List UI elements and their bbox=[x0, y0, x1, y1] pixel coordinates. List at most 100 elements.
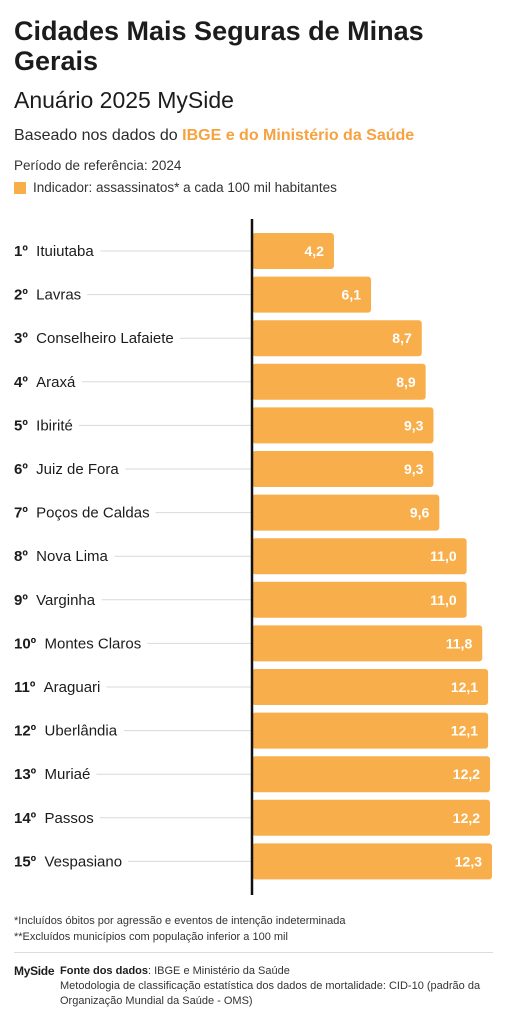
bar bbox=[252, 538, 467, 575]
category-label: 9º Varginha bbox=[14, 592, 96, 609]
data-source-highlight: IBGE e do Ministério da Saúde bbox=[182, 127, 415, 144]
data-label: 4,2 bbox=[304, 243, 324, 259]
reference-period: Período de referência: 2024 bbox=[14, 158, 182, 173]
category-label: 7º Poços de Caldas bbox=[14, 505, 150, 522]
bar bbox=[252, 799, 491, 836]
bar bbox=[252, 625, 483, 662]
label-background bbox=[12, 416, 79, 436]
data-label: 8,9 bbox=[396, 374, 416, 390]
brand-logo: MySide bbox=[14, 964, 55, 978]
category-label: 3º Conselheiro Lafaiete bbox=[14, 330, 174, 347]
rank-label: 8º bbox=[14, 548, 28, 565]
category-label: 15º Vespasiano bbox=[14, 853, 122, 870]
city-label: Montes Claros bbox=[36, 635, 141, 652]
rank-label: 2º bbox=[14, 287, 28, 304]
category-label: 11º Araguari bbox=[14, 679, 100, 696]
rank-label: 12º bbox=[14, 723, 37, 740]
city-label: Vespasiano bbox=[36, 853, 122, 870]
label-background bbox=[12, 329, 180, 349]
city-label: Poços de Caldas bbox=[28, 505, 150, 522]
bar bbox=[252, 363, 426, 400]
category-label: 2º Lavras bbox=[14, 287, 81, 304]
chart-subtitle: Anuário 2025 MySide bbox=[14, 87, 234, 113]
city-label: Juiz de Fora bbox=[28, 461, 120, 478]
rank-label: 5º bbox=[14, 417, 28, 434]
methodology-note: Metodologia de classificação estatística… bbox=[60, 980, 481, 1007]
label-background bbox=[12, 503, 156, 523]
data-label: 12,1 bbox=[451, 679, 478, 695]
city-label: Uberlândia bbox=[36, 723, 118, 740]
city-label: Araxá bbox=[28, 374, 76, 391]
source-label: Fonte dos dados bbox=[60, 965, 148, 977]
city-label: Muriaé bbox=[36, 766, 90, 783]
category-label: 12º Uberlândia bbox=[14, 723, 118, 740]
city-label: Conselheiro Lafaiete bbox=[28, 330, 174, 347]
data-label: 12,2 bbox=[453, 810, 480, 826]
data-source-line: Baseado nos dados do IBGE e do Ministéri… bbox=[14, 125, 414, 147]
source-line: Fonte dos dados: IBGE e Ministério da Sa… bbox=[60, 964, 500, 979]
category-label: 8º Nova Lima bbox=[14, 548, 109, 565]
data-label: 12,3 bbox=[455, 853, 482, 869]
data-label: 9,3 bbox=[404, 461, 424, 477]
label-background bbox=[12, 721, 124, 741]
label-background bbox=[12, 242, 101, 261]
legend-swatch bbox=[14, 182, 26, 194]
label-background bbox=[12, 808, 100, 828]
footnote-2: **Excluídos municípios com população inf… bbox=[14, 931, 288, 943]
rank-label: 6º bbox=[14, 461, 28, 478]
city-label: Ibirité bbox=[28, 417, 73, 434]
rank-label: 4º bbox=[14, 374, 28, 391]
label-background bbox=[12, 678, 107, 697]
footer-divider bbox=[14, 952, 493, 953]
rank-label: 1º bbox=[14, 243, 28, 260]
legend-label: Indicador: assassinatos* a cada 100 mil … bbox=[33, 180, 337, 195]
bar bbox=[252, 233, 334, 269]
data-label: 8,7 bbox=[392, 330, 412, 346]
category-label: 14º Passos bbox=[14, 810, 94, 827]
city-label: Araguari bbox=[35, 679, 100, 696]
bar bbox=[252, 407, 434, 444]
category-label: 5º Ibirité bbox=[14, 417, 73, 434]
label-background bbox=[12, 285, 88, 305]
bar bbox=[252, 843, 492, 880]
label-background bbox=[12, 634, 148, 654]
label-background bbox=[12, 372, 83, 392]
bar bbox=[252, 581, 467, 618]
footer-source: Fonte dos dados: IBGE e Ministério da Sa… bbox=[60, 964, 500, 1009]
bar bbox=[252, 320, 422, 357]
bar bbox=[252, 669, 489, 705]
footnote-1: *Incluídos óbitos por agressão e eventos… bbox=[14, 915, 346, 927]
label-background bbox=[12, 460, 126, 479]
legend: Indicador: assassinatos* a cada 100 mil … bbox=[14, 179, 337, 197]
bar bbox=[252, 756, 491, 793]
rank-label: 14º bbox=[14, 810, 37, 827]
data-label: 12,2 bbox=[453, 766, 480, 782]
bar-chart: 4,2 1º Ituiutaba 6,1 2º Lavras 8,7 3º Conselh… bbox=[12, 219, 492, 895]
data-source-prefix: Baseado nos dados do bbox=[14, 127, 183, 144]
city-label: Passos bbox=[36, 810, 94, 827]
rank-label: 7º bbox=[14, 505, 28, 522]
rank-label: 9º bbox=[14, 592, 28, 609]
rank-label: 15º bbox=[14, 853, 37, 870]
data-label: 9,3 bbox=[404, 417, 424, 433]
category-label: 6º Juiz de Fora bbox=[14, 461, 119, 478]
bar bbox=[252, 712, 489, 749]
label-background bbox=[12, 852, 129, 872]
rank-label: 3º bbox=[14, 330, 28, 347]
category-label: 10º Montes Claros bbox=[14, 635, 141, 652]
label-background bbox=[12, 590, 102, 610]
chart-title: Cidades Mais Seguras de Minas Gerais bbox=[14, 16, 424, 76]
rank-label: 10º bbox=[14, 635, 37, 652]
label-background bbox=[12, 547, 115, 567]
data-label: 11,0 bbox=[430, 548, 457, 564]
data-label: 6,1 bbox=[342, 287, 362, 303]
source-text: : IBGE e Ministério da Saúde bbox=[148, 965, 290, 977]
label-background bbox=[12, 765, 97, 785]
data-label: 12,1 bbox=[451, 723, 478, 739]
city-label: Lavras bbox=[28, 287, 81, 304]
bar bbox=[252, 276, 372, 313]
city-label: Varginha bbox=[28, 592, 96, 609]
category-label: 1º Ituiutaba bbox=[14, 243, 94, 260]
data-label: 9,6 bbox=[410, 505, 430, 521]
bar bbox=[252, 451, 434, 487]
